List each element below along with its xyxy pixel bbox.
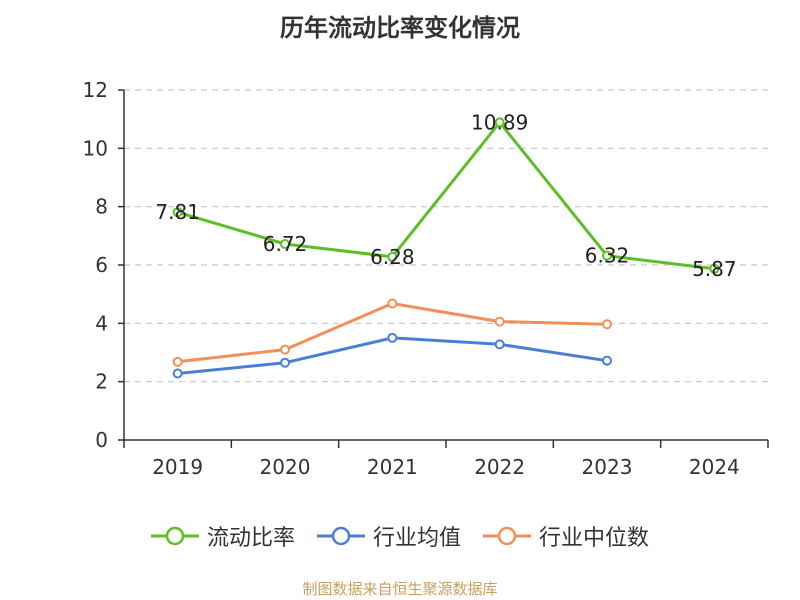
series-line bbox=[177, 302, 608, 364]
legend-label: 流动比率 bbox=[206, 526, 295, 551]
x-tick-label: 2022 bbox=[474, 455, 525, 479]
data-point bbox=[172, 368, 183, 379]
legend-item[interactable]: 行业均值 bbox=[316, 520, 461, 552]
y-tick-label: 8 bbox=[95, 195, 108, 219]
data-point bbox=[494, 339, 505, 350]
legend-marker-icon bbox=[150, 526, 199, 546]
data-label: 6.28 bbox=[370, 245, 415, 269]
y-tick-label: 0 bbox=[95, 428, 108, 452]
data-point bbox=[387, 332, 398, 343]
data-label: 6.32 bbox=[585, 244, 630, 268]
data-label: 6.72 bbox=[263, 232, 308, 256]
data-point bbox=[387, 298, 398, 309]
x-tick-label: 2020 bbox=[260, 455, 311, 479]
legend-marker-icon bbox=[483, 526, 531, 546]
legend-label: 行业中位数 bbox=[539, 526, 650, 551]
x-tick-label: 2021 bbox=[367, 455, 418, 479]
data-label: 10.89 bbox=[471, 110, 528, 134]
data-point bbox=[709, 263, 720, 274]
legend-item[interactable]: 流动比率 bbox=[150, 520, 295, 552]
legend-label: 行业均值 bbox=[372, 526, 461, 551]
chart-title: 历年流动比率变化情况 bbox=[280, 14, 520, 42]
data-point bbox=[602, 250, 612, 261]
data-point bbox=[280, 357, 290, 368]
y-tick-label: 4 bbox=[95, 311, 108, 335]
data-point bbox=[280, 344, 290, 355]
data-label: 5.87 bbox=[692, 257, 737, 281]
source-note: 制图数据来自恒生聚源数据库 bbox=[302, 580, 498, 598]
data-point bbox=[602, 319, 612, 330]
legend-marker-icon bbox=[316, 526, 365, 546]
data-point bbox=[280, 239, 290, 249]
y-tick-label: 6 bbox=[95, 253, 108, 277]
y-tick-label: 12 bbox=[83, 78, 108, 102]
data-point bbox=[172, 207, 183, 218]
data-point bbox=[494, 117, 505, 128]
legend: 流动比率 行业均值 行业中位数 bbox=[0, 520, 800, 552]
y-tick-label: 2 bbox=[95, 370, 108, 394]
x-tick-label: 2023 bbox=[582, 455, 633, 479]
series-line bbox=[177, 120, 715, 271]
x-tick-label: 2024 bbox=[689, 455, 740, 479]
legend-item[interactable]: 行业中位数 bbox=[483, 520, 649, 552]
data-label: 7.81 bbox=[155, 200, 200, 224]
data-point bbox=[387, 251, 398, 262]
y-tick-label: 10 bbox=[83, 136, 108, 160]
data-point bbox=[602, 355, 612, 366]
x-tick-label: 2019 bbox=[152, 455, 203, 479]
data-point bbox=[494, 316, 505, 327]
data-point bbox=[172, 356, 183, 367]
